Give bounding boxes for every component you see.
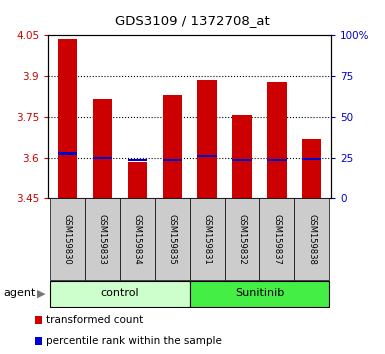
Bar [198, 155, 217, 157]
Text: agent: agent [4, 288, 36, 298]
FancyBboxPatch shape [259, 198, 295, 280]
Text: GSM159837: GSM159837 [273, 213, 281, 264]
Text: GSM159838: GSM159838 [307, 213, 316, 264]
Text: GSM159831: GSM159831 [203, 213, 212, 264]
Text: GSM159835: GSM159835 [167, 213, 177, 264]
FancyBboxPatch shape [50, 198, 85, 280]
Text: GSM159834: GSM159834 [133, 213, 142, 264]
Bar [93, 99, 112, 198]
Bar [162, 159, 182, 161]
Bar [190, 281, 329, 307]
Text: Sunitinib: Sunitinib [235, 288, 284, 298]
Bar [302, 158, 321, 160]
FancyBboxPatch shape [190, 198, 224, 280]
Bar [50, 281, 190, 307]
Text: ▶: ▶ [37, 288, 45, 298]
Bar [162, 95, 182, 198]
FancyBboxPatch shape [85, 198, 120, 280]
Bar [127, 159, 147, 161]
Bar [267, 81, 286, 198]
FancyBboxPatch shape [295, 198, 329, 280]
Bar [93, 157, 112, 159]
FancyBboxPatch shape [155, 198, 190, 280]
FancyBboxPatch shape [120, 198, 155, 280]
Text: GSM159832: GSM159832 [238, 213, 246, 264]
Bar [233, 159, 252, 161]
Text: transformed count: transformed count [46, 315, 144, 325]
Text: percentile rank within the sample: percentile rank within the sample [46, 336, 222, 346]
Bar [127, 162, 147, 198]
Bar [58, 153, 77, 154]
FancyBboxPatch shape [224, 198, 259, 280]
Text: GDS3109 / 1372708_at: GDS3109 / 1372708_at [115, 14, 270, 27]
Bar [58, 39, 77, 198]
Bar [267, 159, 286, 161]
Bar [302, 138, 321, 198]
Text: control: control [100, 288, 139, 298]
Bar [233, 115, 252, 198]
Text: GSM159833: GSM159833 [98, 213, 107, 264]
Bar [198, 80, 217, 198]
Text: GSM159830: GSM159830 [63, 213, 72, 264]
